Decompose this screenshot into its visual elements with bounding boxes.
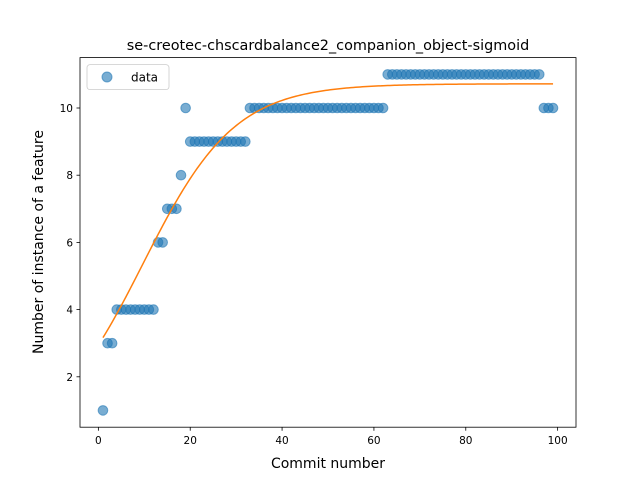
data-point xyxy=(377,102,389,114)
y-axis-label: Number of instance of a feature xyxy=(31,130,47,354)
legend: data xyxy=(86,64,170,90)
y-tick-label: 4 xyxy=(66,305,73,317)
x-tick-label: 100 xyxy=(548,435,568,447)
data-point xyxy=(180,102,191,114)
legend-marker xyxy=(101,71,113,83)
data-point xyxy=(157,237,168,248)
data-point xyxy=(240,136,251,147)
data-point xyxy=(533,69,545,80)
legend-box xyxy=(86,64,170,90)
y-tick-label: 8 xyxy=(66,170,73,182)
data-point xyxy=(547,102,559,114)
data-point xyxy=(106,337,118,349)
data-point xyxy=(175,169,187,181)
x-axis-label: Commit number xyxy=(271,456,385,472)
legend-label: data xyxy=(131,71,158,85)
fit-line xyxy=(102,83,554,339)
x-tick-label: 80 xyxy=(459,435,472,447)
plot-area xyxy=(97,69,559,416)
data-point xyxy=(97,405,109,416)
x-tick-label: 60 xyxy=(367,435,380,447)
y-tick-label: 10 xyxy=(60,103,73,115)
x-tick-label: 20 xyxy=(184,435,197,447)
y-tick-label: 6 xyxy=(66,237,73,249)
x-tick-label: 0 xyxy=(95,435,102,447)
axis-ticks: 0 20 40 60 80 100 2 4 6 8 10 xyxy=(60,103,568,447)
x-tick-label: 40 xyxy=(275,435,288,447)
chart-title: se-creotec-chscardbalance2_companion_obj… xyxy=(127,38,529,54)
y-tick-label: 2 xyxy=(66,372,73,384)
data-point xyxy=(148,304,159,315)
